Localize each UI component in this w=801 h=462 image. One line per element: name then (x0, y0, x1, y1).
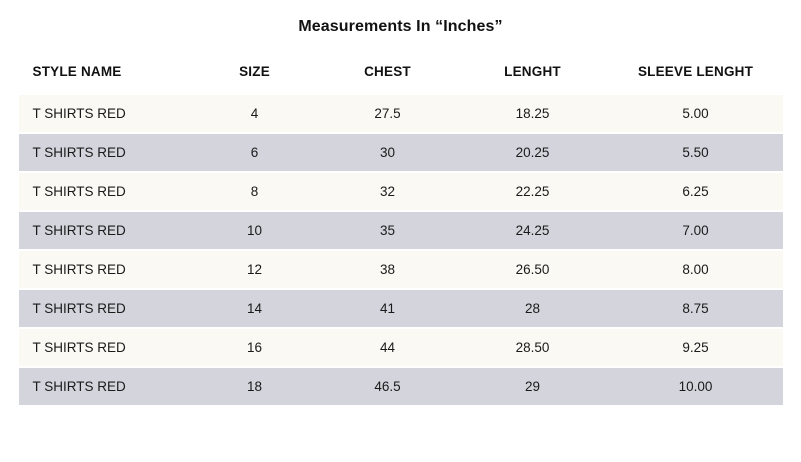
measurement-cell: 20.25 (456, 134, 609, 173)
style-name-cell: T SHIRTS RED (18, 173, 191, 212)
measurement-cell: 10.00 (608, 368, 783, 407)
measurement-cell: 5.50 (608, 134, 783, 173)
measurement-cell: 8.00 (608, 251, 783, 290)
measurement-cell: 24.25 (456, 212, 609, 251)
table-row: T SHIRTS RED 14 41 28 8.75 (18, 290, 783, 329)
table-row: T SHIRTS RED 6 30 20.25 5.50 (18, 134, 783, 173)
style-name-cell: T SHIRTS RED (18, 368, 191, 407)
style-name-cell: T SHIRTS RED (18, 95, 191, 134)
measurement-cell: 22.25 (456, 173, 609, 212)
page-title: Measurements In “Inches” (298, 18, 503, 35)
style-name-cell: T SHIRTS RED (18, 251, 191, 290)
style-name-cell: T SHIRTS RED (18, 290, 191, 329)
table-row: T SHIRTS RED 4 27.5 18.25 5.00 (18, 95, 783, 134)
measurement-cell: 18 (190, 368, 319, 407)
measurement-cell: 4 (190, 95, 319, 134)
table-row: T SHIRTS RED 12 38 26.50 8.00 (18, 251, 783, 290)
style-name-cell: T SHIRTS RED (18, 134, 191, 173)
measurement-cell: 14 (190, 290, 319, 329)
measurement-cell: 6 (190, 134, 319, 173)
table-row: T SHIRTS RED 8 32 22.25 6.25 (18, 173, 783, 212)
measurement-cell: 30 (318, 134, 457, 173)
measurement-cell: 12 (190, 251, 319, 290)
style-name-cell: T SHIRTS RED (18, 212, 191, 251)
table-body: T SHIRTS RED 4 27.5 18.25 5.00 T SHIRTS RED 6 3… (18, 95, 783, 407)
measurement-cell: 41 (318, 290, 457, 329)
column-header-chest: CHEST (318, 48, 457, 95)
measurement-cell: 8.75 (608, 290, 783, 329)
measurement-cell: 8 (190, 173, 319, 212)
measurements-table: STYLE NAME SIZE CHEST LENGHT SLEEVE LENGHT T… (18, 48, 783, 407)
measurement-cell: 6.25 (608, 173, 783, 212)
measurement-cell: 26.50 (456, 251, 609, 290)
measurement-cell: 10 (190, 212, 319, 251)
measurement-cell: 7.00 (608, 212, 783, 251)
measurement-cell: 16 (190, 329, 319, 368)
table-row: T SHIRTS RED 18 46.5 29 10.00 (18, 368, 783, 407)
style-name-cell: T SHIRTS RED (18, 329, 191, 368)
column-header-lenght: LENGHT (456, 48, 609, 95)
column-header-sleeve-lenght: SLEEVE LENGHT (608, 48, 783, 95)
measurement-cell: 18.25 (456, 95, 609, 134)
column-header-style-name: STYLE NAME (18, 48, 191, 95)
measurement-cell: 46.5 (318, 368, 457, 407)
measurement-cell: 38 (318, 251, 457, 290)
measurement-cell: 27.5 (318, 95, 457, 134)
size-chart-page: Measurements In “Inches” STYLE NAME SIZE C… (0, 17, 801, 407)
table-row: T SHIRTS RED 10 35 24.25 7.00 (18, 212, 783, 251)
table-header: STYLE NAME SIZE CHEST LENGHT SLEEVE LENGHT (18, 48, 783, 95)
column-header-size: SIZE (190, 48, 319, 95)
measurement-cell: 29 (456, 368, 609, 407)
table-row: T SHIRTS RED 16 44 28.50 9.25 (18, 329, 783, 368)
measurement-cell: 35 (318, 212, 457, 251)
measurement-cell: 32 (318, 173, 457, 212)
measurement-cell: 28.50 (456, 329, 609, 368)
table-header-row: STYLE NAME SIZE CHEST LENGHT SLEEVE LENGHT (18, 48, 783, 95)
measurement-cell: 5.00 (608, 95, 783, 134)
measurement-cell: 28 (456, 290, 609, 329)
measurement-cell: 9.25 (608, 329, 783, 368)
measurement-cell: 44 (318, 329, 457, 368)
